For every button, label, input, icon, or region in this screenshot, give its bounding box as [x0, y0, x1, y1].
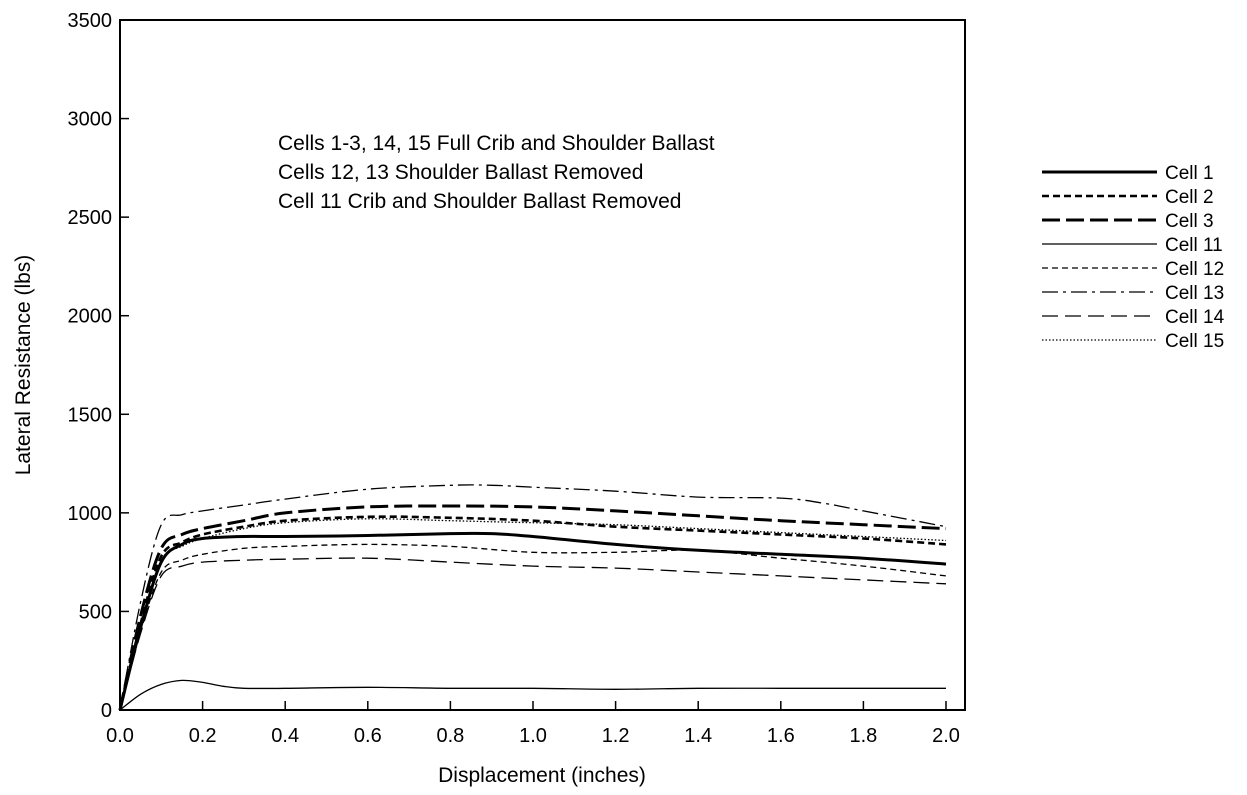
legend-label-cell-15: Cell 15	[1165, 331, 1224, 352]
annotation-line-2: Cells 12, 13 Shoulder Ballast Removed	[278, 161, 643, 184]
y-tick-label: 500	[79, 601, 112, 623]
legend-label-cell-13: Cell 13	[1165, 283, 1224, 304]
y-axis-title: Lateral Resistance (lbs)	[12, 255, 35, 476]
x-tick-label: 0.2	[189, 725, 217, 747]
series-line-cell-3	[118, 504, 947, 711]
x-tick-label: 0.0	[106, 725, 134, 747]
legend-label-cell-3: Cell 3	[1165, 211, 1214, 232]
y-axis-ticks: 0 500 1000 1500 2000 2500 3000 3500	[68, 10, 129, 722]
annotation-line-3: Cell 11 Crib and Shoulder Ballast Remove…	[278, 190, 682, 213]
y-tick-label: 3500	[68, 10, 113, 32]
series-layer	[118, 484, 947, 711]
y-tick-label: 3000	[68, 109, 113, 131]
legend-label-cell-1: Cell 1	[1165, 163, 1214, 184]
series-line-cell-15	[119, 518, 947, 711]
series-line-cell-12	[119, 543, 947, 711]
y-tick-label: 2500	[68, 207, 113, 229]
x-tick-label: 1.4	[684, 725, 712, 747]
series-line-cell-1	[118, 531, 947, 711]
x-tick-label: 2.0	[932, 725, 960, 747]
x-tick-label: 1.0	[519, 725, 547, 747]
y-tick-label: 1500	[68, 404, 113, 426]
x-axis-ticks: 0.0 0.2 0.4 0.6 0.8 1.0 1.2 1.4 1.6 1.8 2.0	[106, 701, 960, 747]
x-tick-label: 1.8	[849, 725, 877, 747]
x-tick-label: 0.4	[271, 725, 299, 747]
series-line-cell-2	[118, 515, 947, 711]
legend-label-cell-12: Cell 12	[1165, 259, 1224, 280]
y-tick-label: 0	[101, 700, 112, 722]
plot-frame	[119, 19, 966, 711]
x-tick-label: 1.2	[602, 725, 630, 747]
annotation-block: Cells 1-3, 14, 15 Full Crib and Shoulder…	[278, 132, 715, 213]
series-line-cell-14	[119, 557, 947, 711]
legend: Cell 1 Cell 2 Cell 3 Cell 11 Cell 12 Cell 13 C…	[1042, 163, 1225, 352]
legend-label-cell-2: Cell 2	[1165, 187, 1214, 208]
x-axis-title: Displacement (inches)	[438, 764, 646, 787]
y-tick-label: 1000	[68, 503, 113, 525]
legend-label-cell-11: Cell 11	[1165, 235, 1223, 256]
x-tick-label: 1.6	[767, 725, 795, 747]
y-tick-label: 2000	[68, 306, 113, 328]
legend-label-cell-14: Cell 14	[1165, 307, 1225, 328]
series-line-cell-13	[119, 484, 947, 711]
x-tick-label: 0.8	[436, 725, 464, 747]
x-tick-label: 0.6	[354, 725, 382, 747]
annotation-line-1: Cells 1-3, 14, 15 Full Crib and Shoulder…	[278, 132, 715, 155]
series-line-cell-11	[119, 679, 946, 711]
